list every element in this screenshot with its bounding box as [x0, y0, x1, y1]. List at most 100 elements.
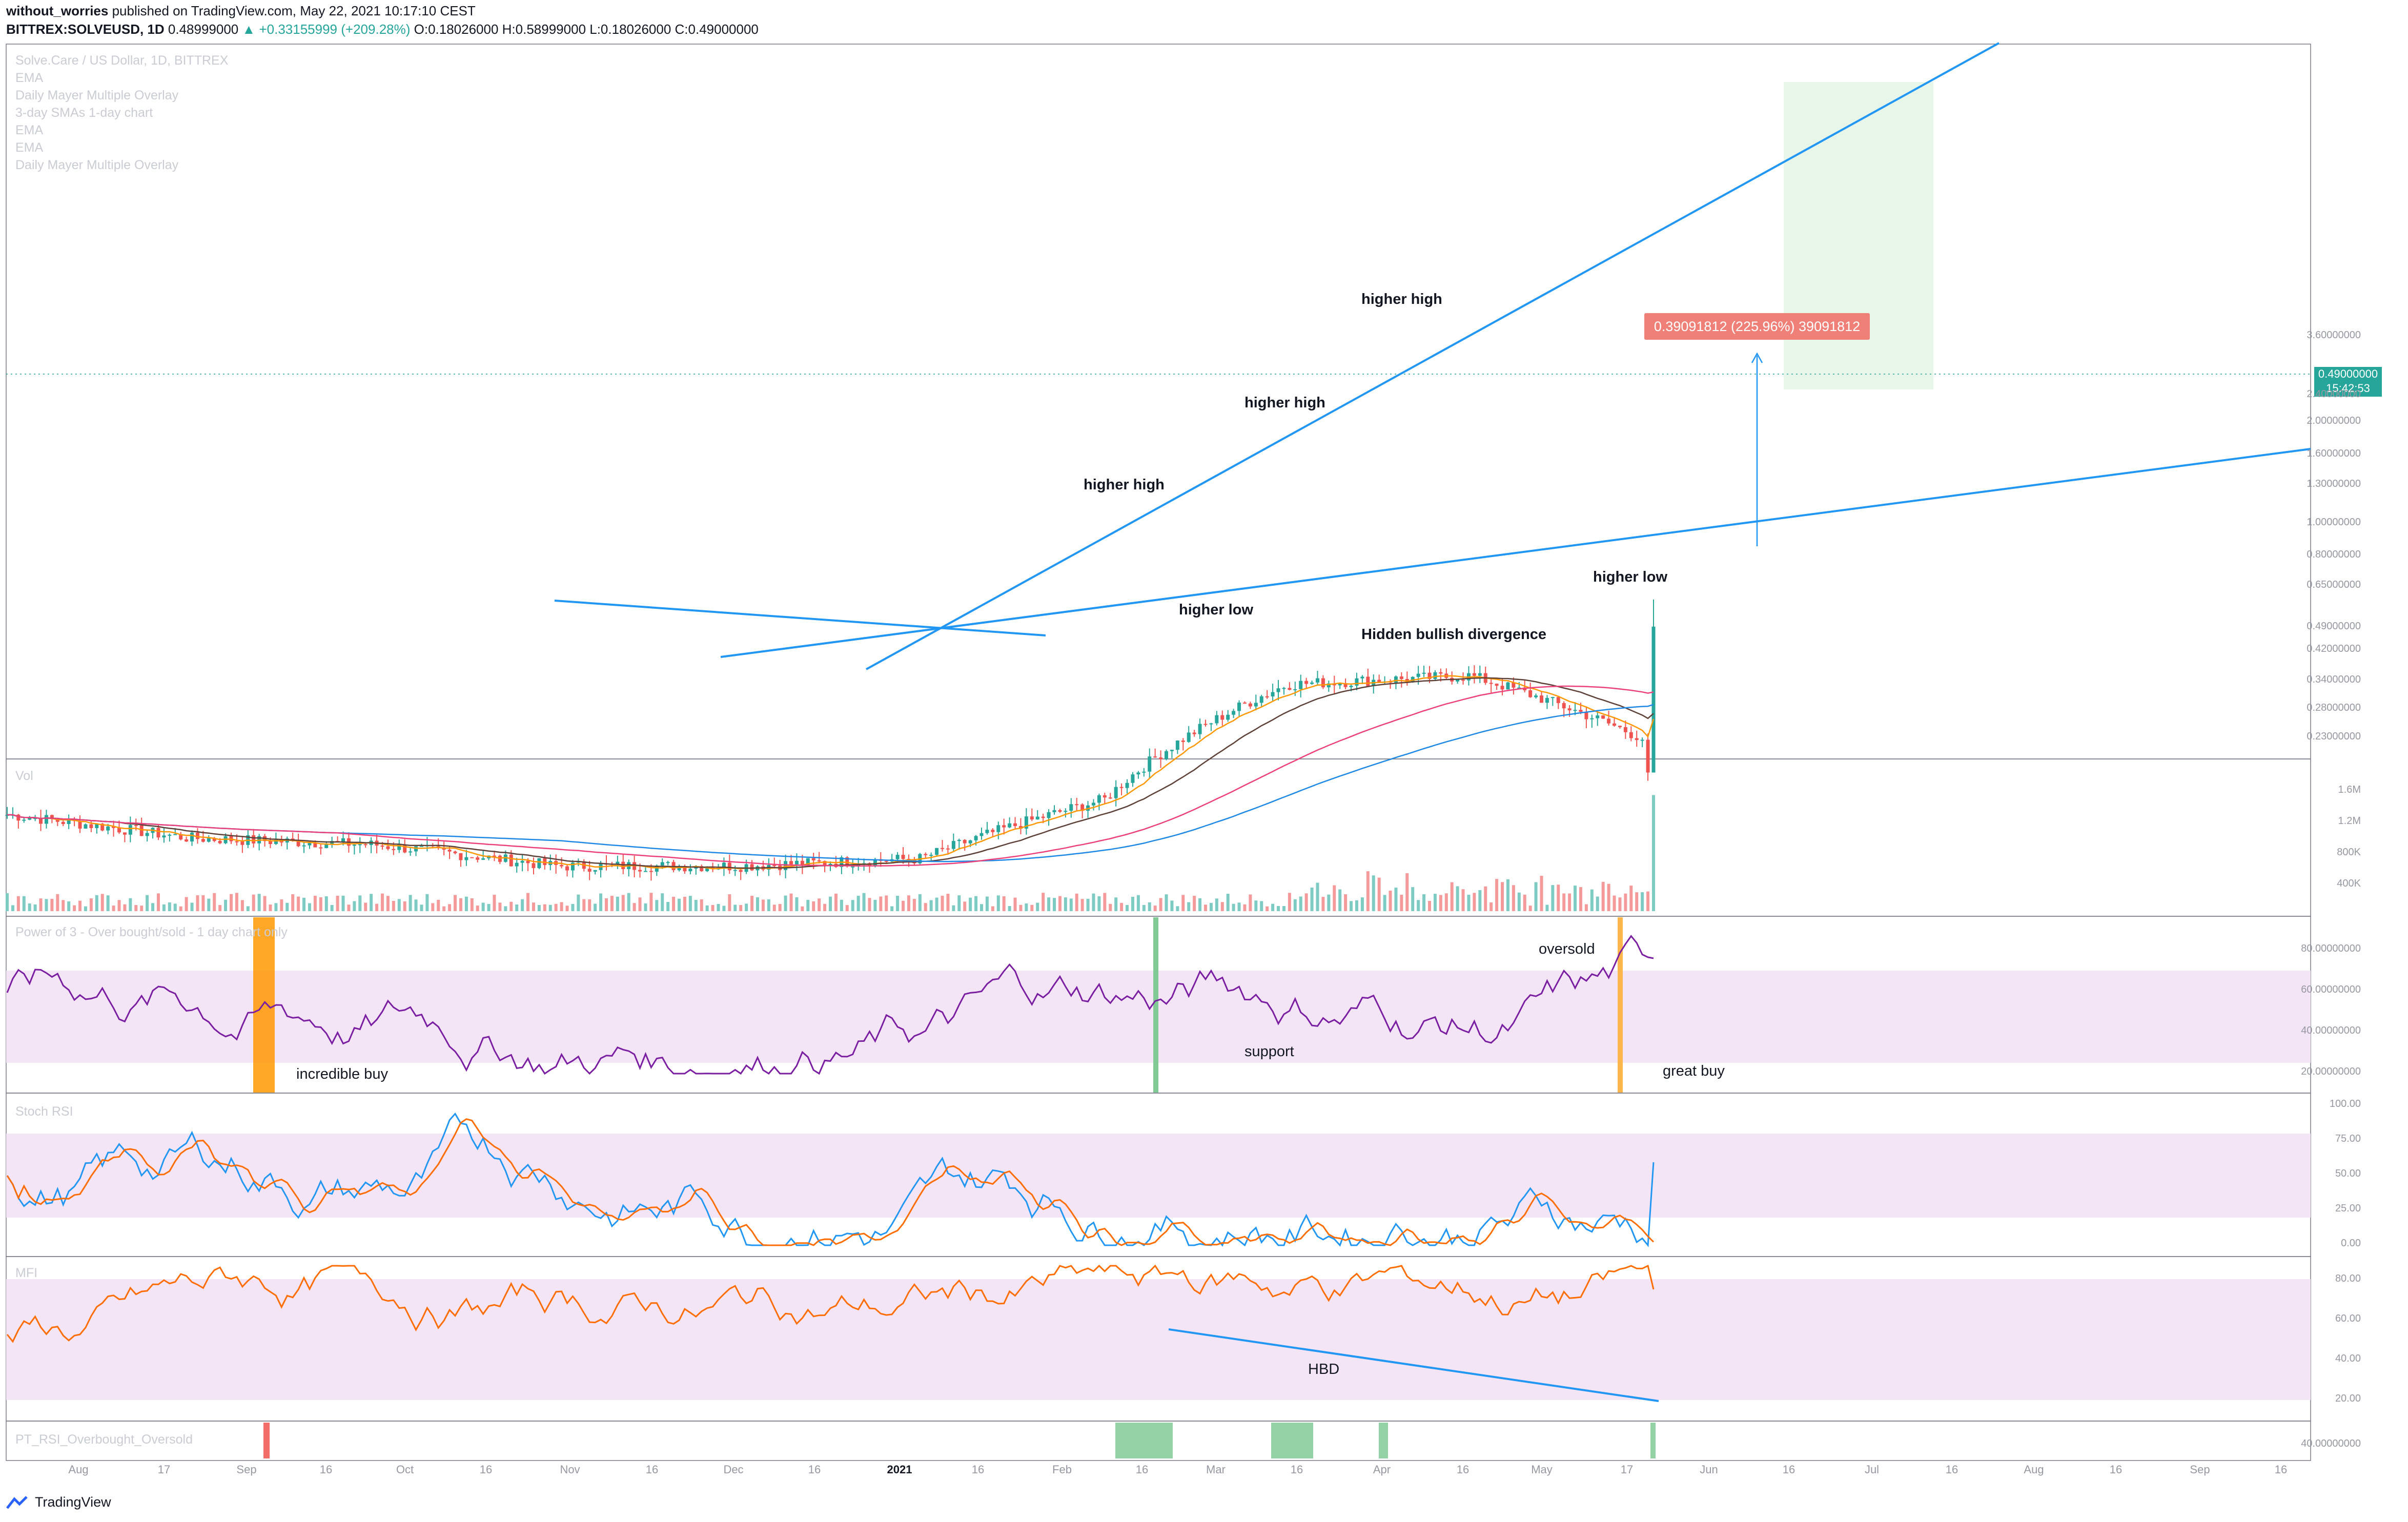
overlay-item[interactable]: EMA: [15, 123, 44, 137]
overlay-item[interactable]: Daily Mayer Multiple Overlay: [15, 88, 179, 102]
candle-body: [39, 818, 43, 824]
candle-body: [84, 824, 88, 829]
candle-body: [1170, 750, 1174, 751]
volume-bar: [957, 895, 961, 911]
candle-body: [941, 848, 945, 849]
volume-bar: [912, 899, 916, 911]
candle-body: [1041, 816, 1045, 818]
mfi-axis-label: 40.00: [2335, 1353, 2361, 1364]
volume-bar: [683, 896, 686, 911]
price-change: ▲ +0.33155999 (+209.28%): [242, 22, 411, 37]
candle-body: [1433, 672, 1437, 679]
overlay-item[interactable]: EMA: [15, 140, 44, 155]
overlay-item[interactable]: EMA: [15, 71, 44, 85]
pane-label-pt[interactable]: PT_RSI_Overbought_Oversold: [15, 1432, 193, 1447]
candle-body: [324, 844, 329, 848]
candle-body: [772, 865, 777, 866]
candle-body: [1315, 678, 1319, 683]
volume-bar: [454, 895, 457, 911]
volume-bar: [672, 896, 676, 911]
candle-body: [560, 865, 564, 867]
candle-body: [112, 826, 116, 828]
pane-label-power3[interactable]: Power of 3 - Over bought/sold - 1 day ch…: [15, 925, 288, 939]
candle-body: [1097, 795, 1101, 803]
candle-body: [789, 861, 793, 865]
price-axis-label: 1.30000000: [2307, 478, 2361, 489]
volume-bar: [918, 894, 922, 911]
pane-label-volume[interactable]: Vol: [15, 769, 33, 783]
volume-bar: [801, 906, 804, 911]
volume-bar: [1501, 882, 1504, 911]
volume-bar: [16, 896, 20, 911]
volume-bar: [1069, 898, 1073, 911]
pane-label-mfi[interactable]: MFI: [15, 1266, 38, 1280]
volume-bar: [330, 904, 334, 911]
overlay-item[interactable]: Daily Mayer Multiple Overlay: [15, 158, 179, 172]
candle-body: [1259, 696, 1263, 703]
candle-body: [1545, 697, 1549, 703]
candle-body: [1299, 681, 1303, 689]
candle-body: [1136, 772, 1140, 775]
volume-bar: [246, 906, 250, 911]
candle-body: [1304, 681, 1309, 684]
candle-body: [1091, 803, 1095, 806]
volume-bar: [856, 895, 860, 911]
time-axis-label: 16: [971, 1463, 985, 1476]
candle-body: [1271, 692, 1275, 697]
measure-label[interactable]: 0.39091812 (225.96%) 39091812: [1644, 313, 1870, 340]
candle-body: [1175, 741, 1179, 750]
volume-bar: [1377, 877, 1381, 911]
volume-bar: [274, 903, 278, 911]
volume-bar: [985, 896, 989, 911]
volume-bar: [1540, 876, 1543, 911]
mfi-divergence-line: [1168, 1328, 1659, 1402]
volume-bar: [196, 895, 199, 911]
volume-bar: [397, 899, 401, 911]
candle-body: [470, 857, 474, 858]
candle-body: [1573, 710, 1577, 711]
candle-body: [168, 834, 172, 836]
volume-bar: [1473, 893, 1476, 911]
volume-bar: [588, 899, 591, 911]
price-axis-label: 1.60000000: [2307, 447, 2361, 459]
volume-bar: [1019, 904, 1023, 911]
candle-body: [1142, 771, 1146, 773]
volume-bar: [885, 895, 888, 911]
footer-brand[interactable]: TradingView: [6, 1494, 111, 1510]
pane-label-stoch[interactable]: Stoch RSI: [15, 1104, 73, 1119]
candle-body: [537, 858, 541, 868]
volume-bar: [717, 903, 720, 911]
candle-body: [1237, 703, 1241, 711]
candle-body: [901, 855, 905, 859]
time-axis-label: Nov: [560, 1463, 580, 1476]
candle-body: [156, 828, 160, 838]
volume-bar: [728, 894, 731, 911]
volume-axis-label: 1.2M: [2338, 815, 2361, 827]
candle-body: [16, 814, 21, 821]
annotation-higher-high-2: higher high: [1244, 395, 1325, 411]
symbol-name[interactable]: BITTREX:SOLVEUSD, 1D: [6, 22, 165, 37]
published-text: published on TradingView.com, May 22, 20…: [112, 3, 476, 18]
candle-body: [806, 858, 810, 866]
candle-body: [1399, 676, 1403, 679]
volume-bar: [1053, 898, 1056, 911]
volume-bar: [370, 894, 373, 911]
volume-bar: [1080, 899, 1084, 911]
author-name[interactable]: without_worries: [6, 3, 109, 18]
overlay-item[interactable]: 3-day SMAs 1-day chart: [15, 106, 153, 120]
volume-bar: [979, 904, 983, 911]
candle-body: [700, 866, 704, 871]
pane-frame: [6, 758, 2311, 917]
volume-bar: [459, 898, 462, 911]
time-axis-label: Feb: [1052, 1463, 1072, 1476]
stoch-k-line: [6, 1112, 1655, 1247]
volume-bar: [879, 896, 883, 911]
footer-brand-name: TradingView: [35, 1494, 111, 1510]
ohlc-values: O:0.18026000 H:0.58999000 L:0.18026000 C…: [414, 22, 759, 37]
volume-bar: [941, 895, 944, 911]
candle-body: [951, 841, 955, 849]
volume-bar: [341, 895, 345, 911]
time-axis-label: 16: [479, 1463, 493, 1476]
candle-body: [532, 863, 536, 868]
